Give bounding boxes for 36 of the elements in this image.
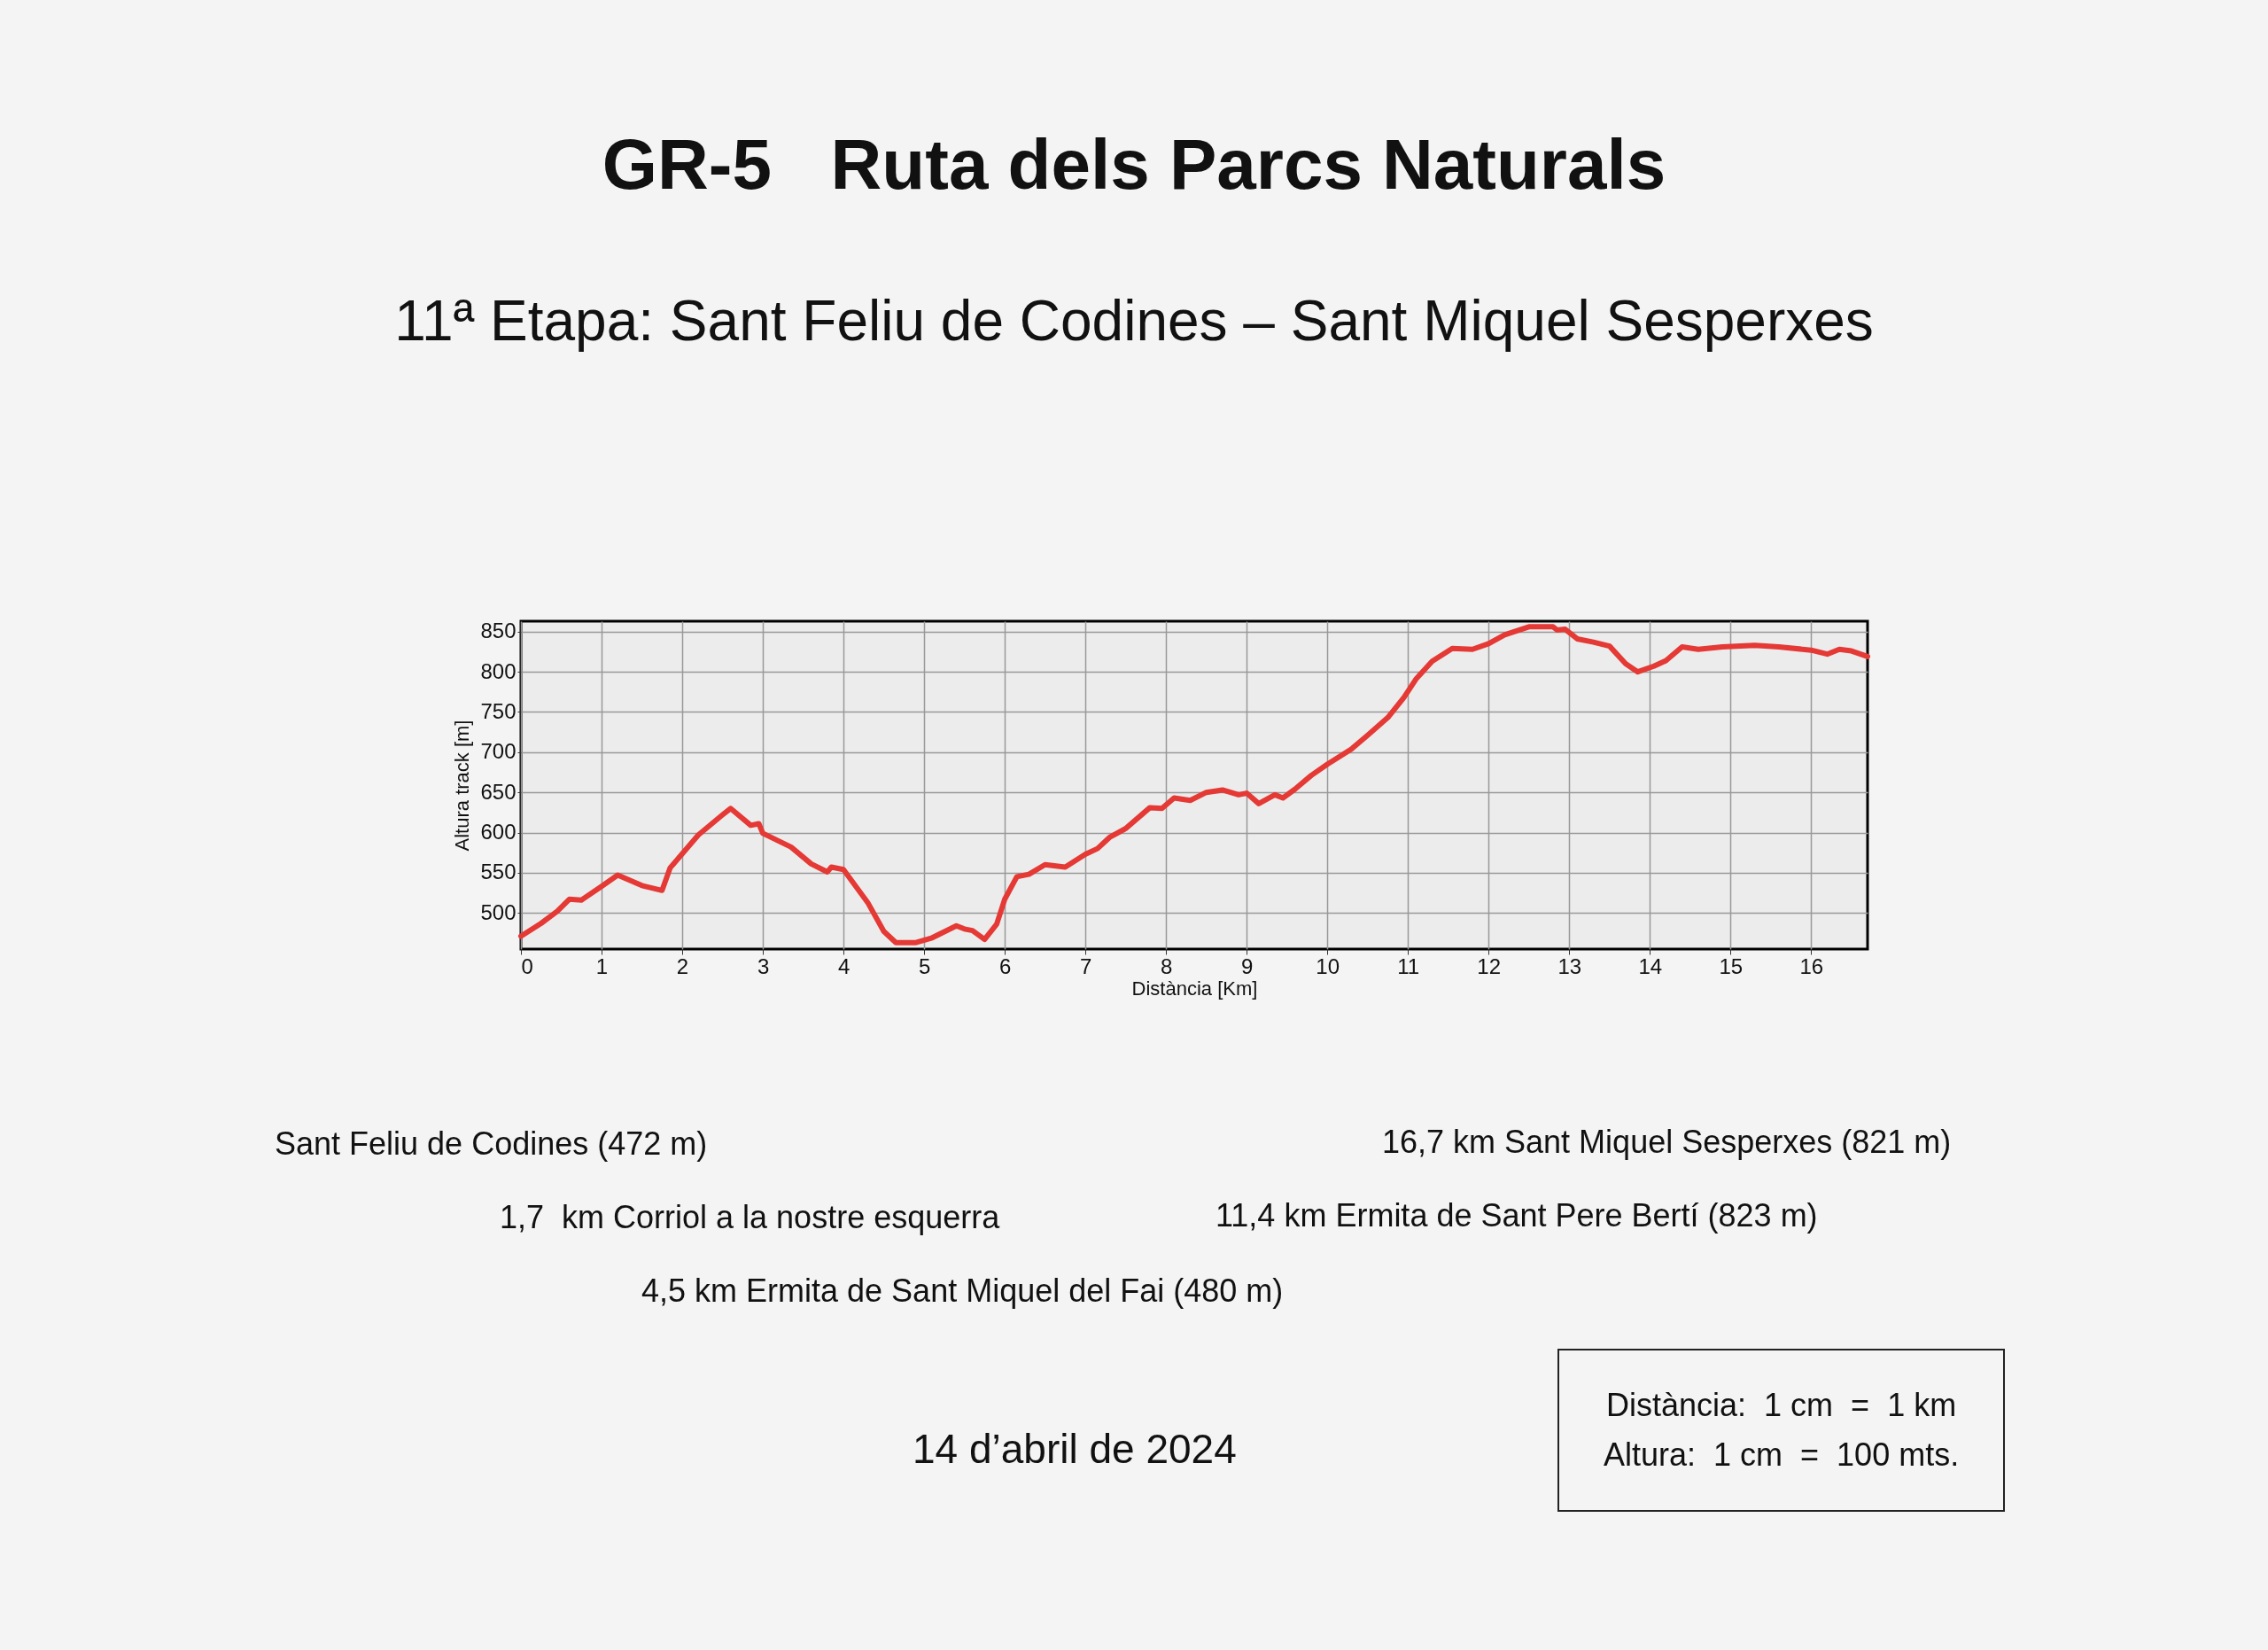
x-tick-label: 0 — [521, 953, 533, 978]
x-tick-label: 2 — [676, 953, 689, 978]
x-tick-label: 7 — [1079, 953, 1092, 978]
x-tick-label: 11 — [1397, 953, 1420, 978]
text: 4,5 km Ermita de Sant Miquel del Fai (480 m) — [641, 1273, 1284, 1310]
x-tick-label: 9 — [1240, 953, 1254, 978]
y-tick-label: 500 — [480, 899, 517, 924]
y-tick-label: 550 — [480, 860, 517, 884]
text: Sant Feliu de Codines (472 m) — [275, 1125, 708, 1163]
x-tick-label: 6 — [998, 953, 1012, 978]
text: 11,4 km Ermita de Sant Pere Bertí (823 m) — [1216, 1197, 1818, 1234]
y-tick-label: 700 — [480, 739, 517, 764]
x-tick-label: 14 — [1638, 953, 1663, 978]
x-tick-label: 5 — [918, 953, 931, 978]
x-tick-label: 1 — [595, 953, 609, 978]
y-tick-label: 650 — [480, 779, 517, 804]
x-tick-label: 3 — [757, 953, 770, 978]
x-tick-label: 15 — [1719, 953, 1744, 978]
y-axis-title: Altura track [m] — [451, 720, 474, 852]
y-tick-label: 600 — [480, 820, 517, 844]
text: 16,7 km Sant Miquel Sesperxes (821 m) — [1382, 1124, 1952, 1161]
chart-title: GR-5 Ruta dels Parcs Naturals — [601, 124, 1667, 206]
x-tick-label: 10 — [1316, 953, 1340, 978]
text: 14 d’abril de 2024 — [913, 1425, 1237, 1473]
y-tick-label: 750 — [480, 698, 517, 723]
x-tick-label: 16 — [1799, 953, 1824, 978]
text: 1,7 km Corriol a la nostre esquerra — [500, 1199, 1000, 1236]
x-axis-title: Distància [Km] — [1131, 977, 1258, 1000]
x-tick-label: 13 — [1557, 953, 1582, 978]
x-tick-label: 12 — [1477, 953, 1502, 978]
text: Distància: 1 cm = 1 km Altura: 1 cm = 100 mts. — [1557, 1349, 2006, 1512]
x-tick-label: 8 — [1160, 953, 1173, 978]
y-tick-label: 800 — [480, 658, 517, 683]
x-tick-label: 4 — [837, 953, 850, 978]
chart-subtitle: 11ª Etapa: Sant Feliu de Codines – Sant Miquel Sesperxes — [393, 288, 1875, 354]
y-tick-label: 850 — [480, 619, 517, 643]
